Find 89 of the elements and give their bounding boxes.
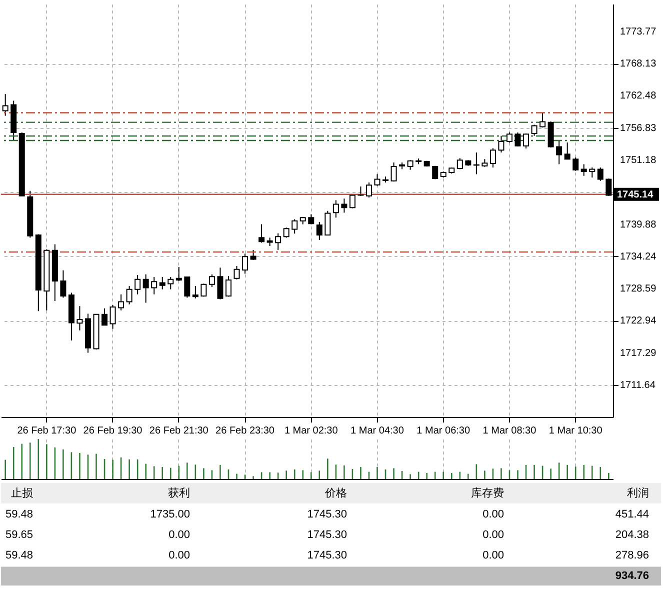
candlestick xyxy=(60,270,66,298)
candlestick xyxy=(142,274,149,304)
category-label: 获利 xyxy=(168,486,190,500)
y-tick-label: 1722.94 xyxy=(620,316,657,327)
candlestick xyxy=(217,267,224,300)
candlestick xyxy=(324,210,331,236)
candlestick xyxy=(564,142,570,160)
candlestick xyxy=(366,182,372,198)
candlestick xyxy=(184,276,190,298)
text: 1735.00 xyxy=(150,508,190,521)
y-tick-label: 1751.18 xyxy=(620,154,657,166)
candlestick xyxy=(275,232,282,250)
candlestick xyxy=(225,276,232,298)
y-tick-label: 1739.88 xyxy=(620,219,657,230)
candlestick xyxy=(407,160,414,170)
text: 0.00 xyxy=(482,550,504,562)
candlestick xyxy=(102,308,108,326)
x-tick-label: 26 Feb 19:30 xyxy=(83,426,143,436)
candlestick xyxy=(490,148,496,168)
y-tick-label: 1773.77 xyxy=(620,26,657,38)
x-tick-label: 1 Mar 04:30 xyxy=(350,426,404,436)
category-label: 库存费 xyxy=(471,486,504,500)
x-tick-label: 1 Mar 02:30 xyxy=(284,426,338,436)
candlestick xyxy=(341,198,348,214)
y-tick-label: 1762.48 xyxy=(620,90,657,102)
candlestick xyxy=(390,162,397,182)
x-tick-label: 1 Mar 08:30 xyxy=(482,426,537,436)
x-tick-label: 1 Mar 10:30 xyxy=(548,426,603,436)
text: 59.48 xyxy=(5,550,33,562)
text: 0.00 xyxy=(482,508,504,521)
x-tick-label: 1 Mar 06:30 xyxy=(416,426,470,436)
text: 278.96 xyxy=(615,550,649,562)
candlestick xyxy=(208,274,215,288)
text: 451.44 xyxy=(615,508,649,521)
category-label: 利润 xyxy=(627,486,649,500)
candlestick xyxy=(283,227,290,238)
ref-line-label: 1745.14 xyxy=(617,189,654,200)
y-tick-label: 1756.83 xyxy=(620,122,657,134)
candlestick xyxy=(118,294,124,311)
candlestick xyxy=(531,124,538,136)
candlestick xyxy=(126,286,132,305)
candlestick xyxy=(316,221,322,240)
candlestick xyxy=(523,132,530,149)
candlestick xyxy=(506,132,512,143)
candlestick xyxy=(597,166,604,182)
candlestick xyxy=(159,276,166,290)
candlestick xyxy=(589,166,596,178)
text: 59.48 xyxy=(5,508,33,521)
candlestick xyxy=(110,304,116,330)
candlestick xyxy=(76,306,83,331)
candlestick xyxy=(242,253,248,274)
candlestick xyxy=(234,266,240,280)
candlestick xyxy=(332,200,339,218)
text: 1745.30 xyxy=(307,508,347,521)
text: 934.76 xyxy=(615,570,649,582)
candlestick xyxy=(151,276,158,295)
candlestick xyxy=(200,283,207,298)
candlestick xyxy=(556,140,562,165)
y-tick-label: 1768.13 xyxy=(620,58,657,70)
candlestick xyxy=(308,214,314,225)
candlestick xyxy=(134,274,141,295)
x-tick-label: 26 Feb 21:30 xyxy=(149,426,209,436)
x-tick-label: 26 Feb 23:30 xyxy=(216,426,275,436)
candlestick xyxy=(498,135,504,153)
text: 0.00 xyxy=(482,529,504,542)
text: 204.38 xyxy=(615,529,649,542)
category-label: 价格 xyxy=(324,487,347,500)
candlestick xyxy=(580,164,587,176)
candlestick xyxy=(192,286,198,299)
candlestick xyxy=(514,132,521,147)
candlestick xyxy=(250,249,256,260)
y-tick-label: 1711.64 xyxy=(620,380,656,391)
text: 1745.30 xyxy=(307,529,347,542)
candlestick xyxy=(258,224,265,244)
candlestick xyxy=(168,276,174,290)
candlestick xyxy=(374,174,380,186)
y-tick-label: 1728.59 xyxy=(620,283,657,294)
text: 59.65 xyxy=(5,529,33,542)
y-tick-label: 1734.24 xyxy=(620,251,657,262)
x-tick-label: 26 Feb 17:30 xyxy=(17,426,77,436)
candlestick xyxy=(540,112,546,128)
y-tick-label: 1717.29 xyxy=(620,348,657,359)
text: 0.00 xyxy=(168,550,190,562)
text: 0.00 xyxy=(168,529,190,542)
candlestick xyxy=(176,266,182,282)
candlestick xyxy=(292,218,298,234)
category-label: 止损 xyxy=(11,486,33,500)
text: 1745.30 xyxy=(307,550,347,562)
candlestick xyxy=(572,156,579,172)
